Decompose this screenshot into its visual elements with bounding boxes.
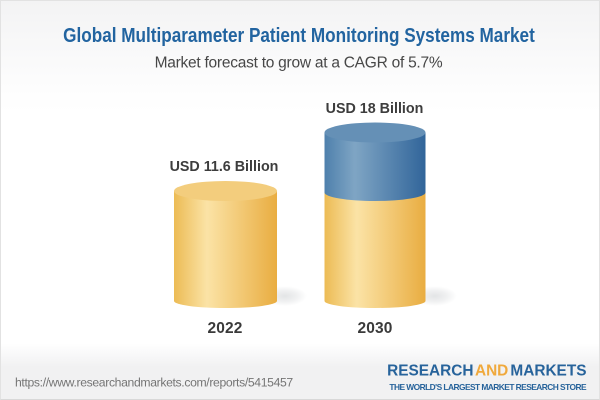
svg-text:Market forecast to grow at a C: Market forecast to grow at a CAGR of 5.7… bbox=[155, 54, 443, 71]
svg-text:https://www.researchandmarkets: https://www.researchandmarkets.com/repor… bbox=[15, 375, 293, 389]
svg-text:USD 18 Billion: USD 18 Billion bbox=[326, 101, 424, 117]
svg-text:THE WORLD'S LARGEST MARKET RES: THE WORLD'S LARGEST MARKET RESEARCH STOR… bbox=[389, 382, 587, 392]
svg-text:USD 11.6 Billion: USD 11.6 Billion bbox=[170, 159, 279, 175]
svg-text:2030: 2030 bbox=[358, 320, 393, 337]
svg-text:2022: 2022 bbox=[208, 320, 243, 337]
svg-text:RESEARCH AND MARKETS: RESEARCH AND MARKETS bbox=[387, 363, 586, 380]
svg-text:Global Multiparameter Patient: Global Multiparameter Patient Monitoring… bbox=[63, 24, 535, 47]
